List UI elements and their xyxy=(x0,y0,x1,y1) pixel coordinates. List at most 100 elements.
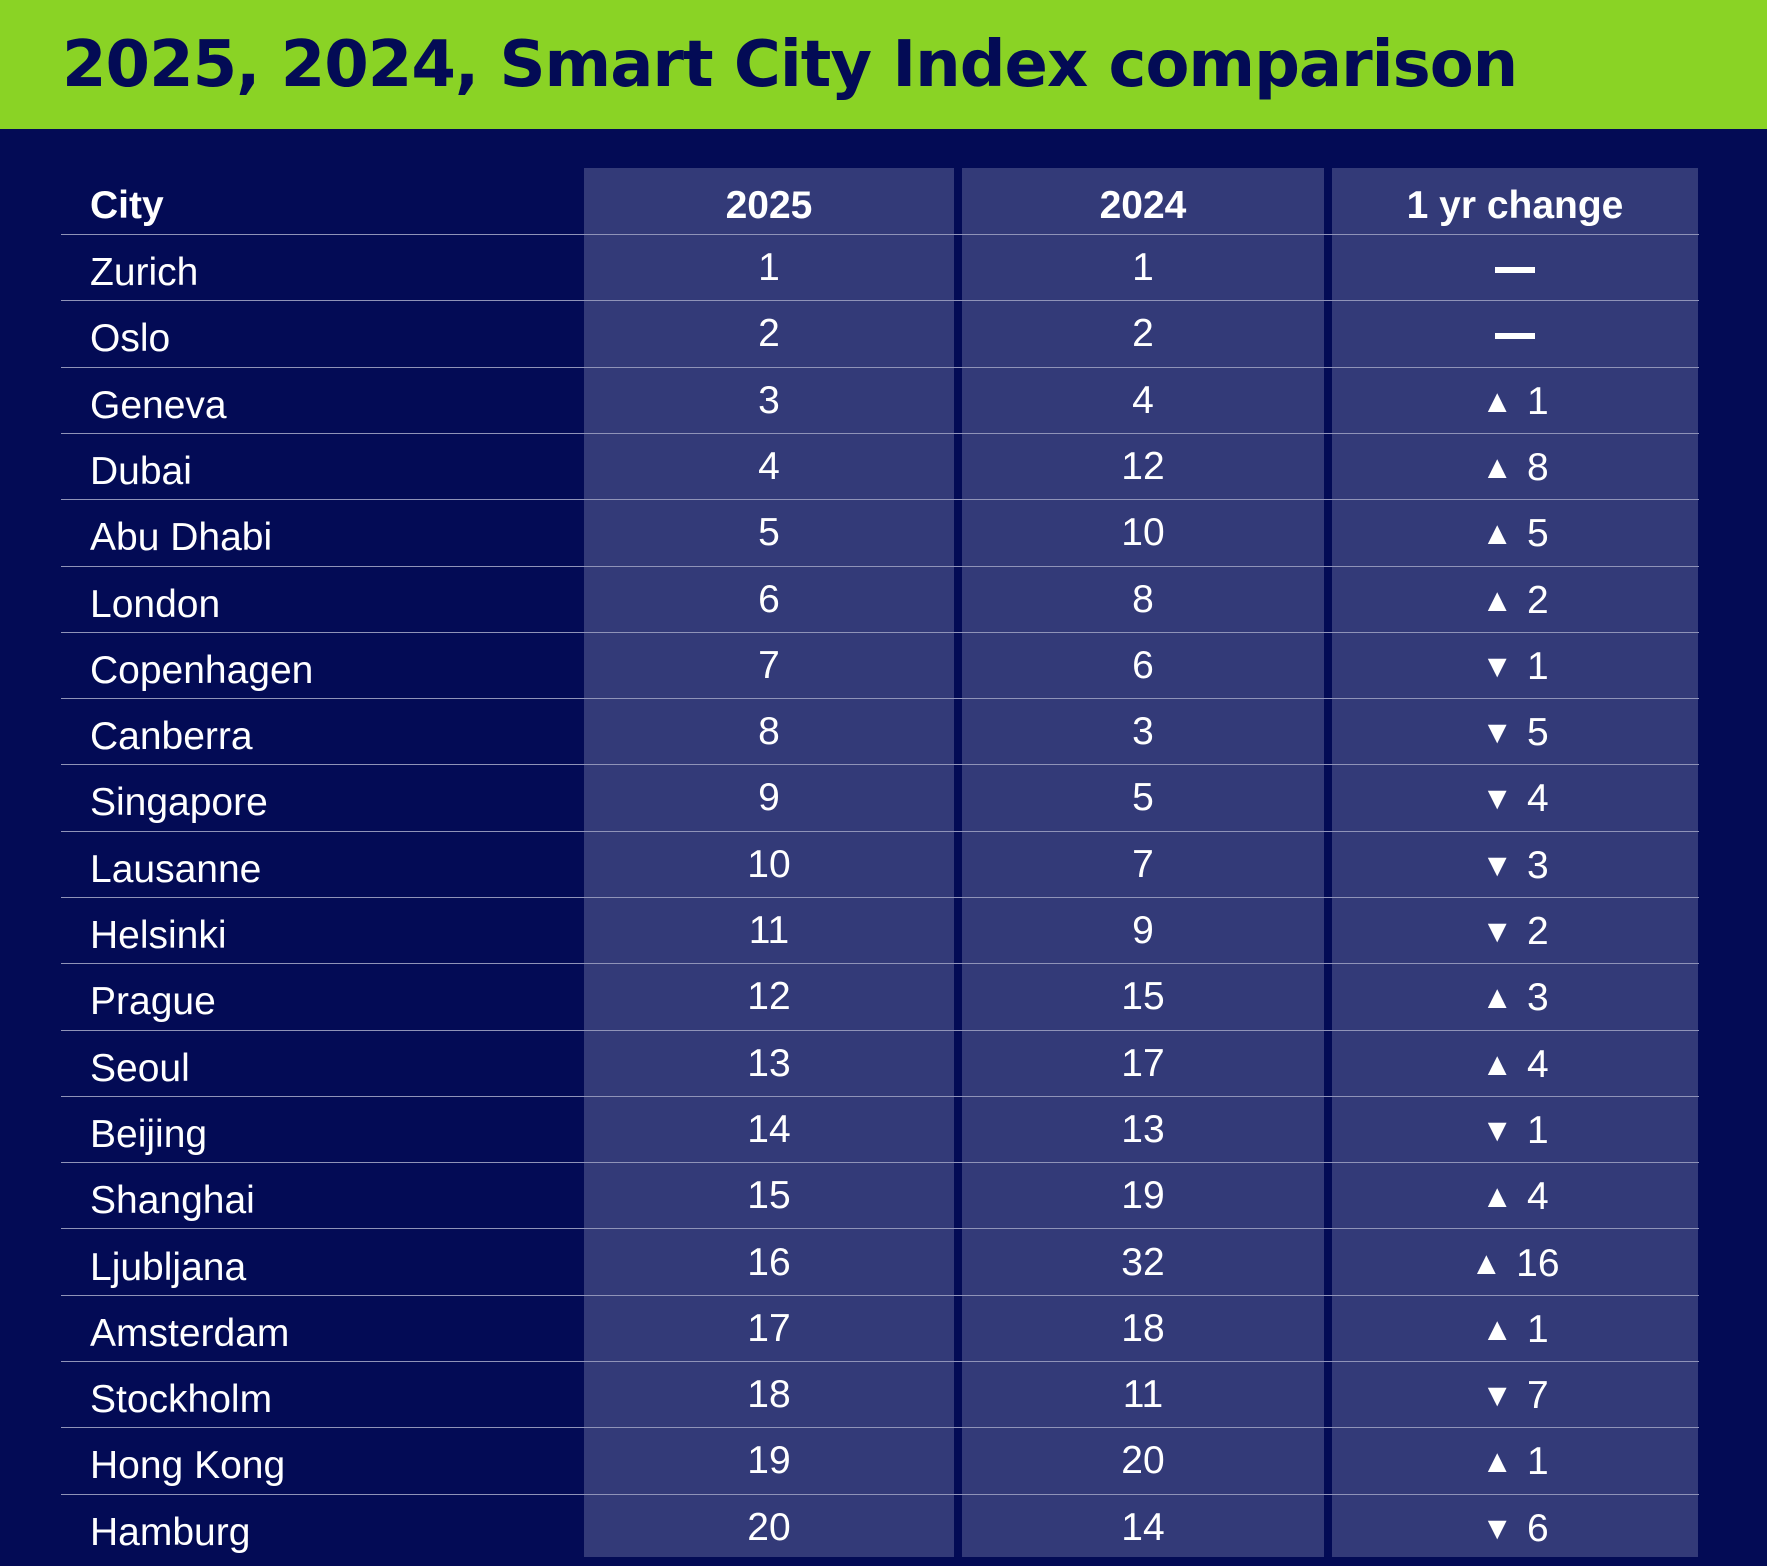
change-cell: ▼ 1 xyxy=(1332,1097,1698,1163)
row-divider xyxy=(61,632,1699,633)
change-value: 1 xyxy=(1526,1109,1549,1152)
change-value: 2 xyxy=(1526,910,1549,953)
change-cell: ▼ 4 xyxy=(1332,765,1698,831)
up-triangle-icon: ▲ xyxy=(1481,383,1513,419)
rank-2025: 3 xyxy=(758,379,780,422)
city-name: Oslo xyxy=(90,317,171,360)
rank-2025: 4 xyxy=(758,445,780,488)
rank-2024: 12 xyxy=(1121,445,1165,488)
down-triangle-icon: ▼ xyxy=(1481,1510,1513,1546)
header-city: City xyxy=(90,184,164,227)
change-value: 3 xyxy=(1526,844,1549,887)
change-value: 1 xyxy=(1526,645,1549,688)
rank-2025: 7 xyxy=(758,644,780,687)
change-value: 1 xyxy=(1526,380,1549,423)
change-cell: ▲ 5 xyxy=(1332,500,1698,566)
row-divider xyxy=(61,300,1699,301)
change-cell: ▲ 4 xyxy=(1332,1163,1698,1229)
row-divider xyxy=(61,566,1699,567)
row-divider xyxy=(61,1162,1699,1163)
change-cell: ▼ 6 xyxy=(1332,1495,1698,1561)
change-value: 4 xyxy=(1526,1043,1549,1086)
city-name: Amsterdam xyxy=(90,1312,290,1355)
row-divider xyxy=(61,897,1699,898)
city-name: Canberra xyxy=(90,715,253,758)
rank-2024: 32 xyxy=(1121,1241,1165,1284)
row-divider xyxy=(61,367,1699,368)
up-triangle-icon: ▲ xyxy=(1481,515,1513,551)
down-triangle-icon: ▼ xyxy=(1481,847,1513,883)
change-value: 5 xyxy=(1526,711,1549,754)
column-change-background xyxy=(1332,168,1698,1557)
city-name: Prague xyxy=(90,980,216,1023)
up-triangle-icon: ▲ xyxy=(1481,1311,1513,1347)
city-name: London xyxy=(90,583,221,626)
change-cell: ▲ 16 xyxy=(1332,1230,1698,1296)
up-triangle-icon: ▲ xyxy=(1481,1178,1513,1214)
change-value: 4 xyxy=(1526,777,1549,820)
row-divider xyxy=(61,831,1699,832)
row-divider xyxy=(61,1096,1699,1097)
rank-2024: 6 xyxy=(1132,644,1154,687)
city-name: Helsinki xyxy=(90,914,227,957)
header-2025: 2025 xyxy=(725,184,813,227)
change-value: 6 xyxy=(1526,1507,1549,1550)
up-triangle-icon: ▲ xyxy=(1481,979,1513,1015)
change-cell: ▲ 1 xyxy=(1332,1296,1698,1362)
city-name: Seoul xyxy=(90,1047,190,1090)
change-cell: ▲ 2 xyxy=(1332,567,1698,633)
change-value: 7 xyxy=(1526,1374,1549,1417)
rank-2024: 9 xyxy=(1132,909,1154,952)
change-cell: ▲ 4 xyxy=(1332,1031,1698,1097)
rank-2024: 17 xyxy=(1121,1042,1165,1085)
change-value: 8 xyxy=(1526,446,1549,489)
header-divider xyxy=(61,234,1699,235)
rank-2025: 15 xyxy=(747,1174,791,1217)
change-value: 3 xyxy=(1526,976,1549,1019)
change-value: 1 xyxy=(1526,1440,1549,1483)
city-name: Dubai xyxy=(90,450,192,493)
rank-2024: 20 xyxy=(1121,1439,1165,1482)
city-name: Lausanne xyxy=(90,848,262,891)
column-2025-background xyxy=(584,168,954,1557)
row-divider xyxy=(61,1361,1699,1362)
rank-2024: 4 xyxy=(1132,379,1154,422)
rank-2024: 1 xyxy=(1132,246,1154,289)
change-cell xyxy=(1332,235,1698,301)
rank-2025: 5 xyxy=(758,511,780,554)
city-name: Shanghai xyxy=(90,1179,255,1222)
change-cell: ▼ 3 xyxy=(1332,832,1698,898)
up-triangle-icon: ▲ xyxy=(1481,1443,1513,1479)
down-triangle-icon: ▼ xyxy=(1481,648,1513,684)
change-cell: ▼ 5 xyxy=(1332,699,1698,765)
rank-2024: 14 xyxy=(1121,1506,1165,1549)
rank-2025: 14 xyxy=(747,1108,791,1151)
rank-2024: 5 xyxy=(1132,776,1154,819)
city-name: Copenhagen xyxy=(90,649,314,692)
up-triangle-icon: ▲ xyxy=(1470,1245,1503,1281)
city-name: Zurich xyxy=(90,251,199,294)
rank-2025: 18 xyxy=(747,1373,791,1416)
header-1yr-change: 1 yr change xyxy=(1406,184,1624,227)
row-divider xyxy=(61,963,1699,964)
city-name: Stockholm xyxy=(90,1378,273,1421)
rank-2024: 8 xyxy=(1132,578,1154,621)
city-name: Singapore xyxy=(90,781,268,824)
rank-2024: 18 xyxy=(1121,1307,1165,1350)
change-value: 1 xyxy=(1526,1308,1549,1351)
rank-2025: 9 xyxy=(758,776,780,819)
row-divider xyxy=(61,1494,1699,1495)
change-cell: ▼ 2 xyxy=(1332,898,1698,964)
row-divider xyxy=(61,1228,1699,1229)
change-cell: ▲ 1 xyxy=(1332,368,1698,434)
header-2024: 2024 xyxy=(1099,184,1187,227)
change-cell xyxy=(1332,301,1698,367)
row-divider xyxy=(61,499,1699,500)
change-value: 2 xyxy=(1526,579,1549,622)
change-cell: ▲ 3 xyxy=(1332,964,1698,1030)
up-triangle-icon: ▲ xyxy=(1481,582,1513,618)
city-name: Abu Dhabi xyxy=(90,516,273,559)
change-value: 16 xyxy=(1516,1242,1560,1285)
rank-2025: 19 xyxy=(747,1439,791,1482)
row-divider xyxy=(61,1030,1699,1031)
